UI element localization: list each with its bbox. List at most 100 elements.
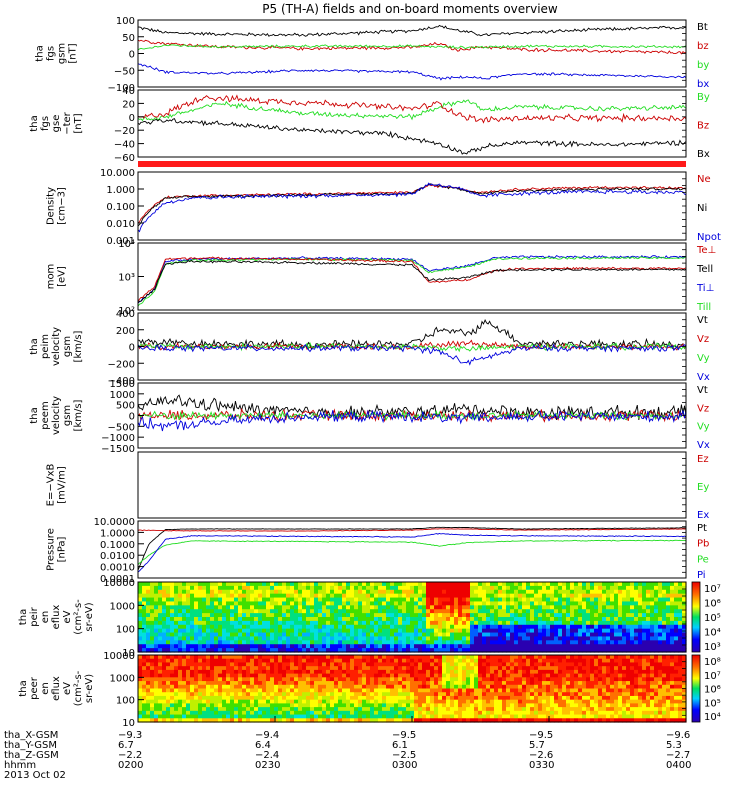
spectrogram-cell	[474, 703, 479, 708]
legend-Pt: Pt	[697, 523, 707, 534]
spectrogram-cell	[270, 714, 275, 719]
spectrogram-cell	[434, 597, 439, 603]
spectrogram-cell	[650, 644, 655, 649]
spectrogram-cell	[470, 707, 475, 712]
spectrogram-cell	[406, 609, 411, 614]
spectrogram-cell	[618, 707, 623, 712]
spectrogram-cell	[442, 669, 447, 675]
spectrogram-cell	[334, 648, 339, 653]
spectrogram-cell	[526, 673, 531, 678]
spectrogram-cell	[322, 624, 327, 630]
spectrogram-cell	[522, 640, 527, 645]
spectrogram-cell	[458, 666, 463, 671]
spectrogram-cell	[514, 703, 519, 708]
spectrogram-cell	[546, 669, 551, 675]
spectrogram-cell	[146, 707, 151, 712]
spectrogram-cell	[462, 597, 467, 603]
y-tick-label: 10000	[103, 578, 135, 589]
spectrogram-cell	[370, 636, 375, 641]
spectrogram-cell	[274, 673, 279, 678]
spectrogram-cell	[386, 710, 391, 716]
spectrogram-cell	[590, 636, 595, 641]
spectrogram-cell	[574, 597, 579, 603]
spectrogram-cell	[330, 589, 335, 595]
spectrogram-cell	[370, 684, 375, 690]
spectrogram-cell	[558, 597, 563, 603]
spectrogram-cell	[598, 677, 603, 682]
spectrogram-cell	[570, 673, 575, 678]
spectrogram-cell	[614, 699, 619, 704]
spectrogram-cell	[310, 644, 315, 649]
spectrogram-cell	[578, 624, 583, 630]
spectrogram-cell	[450, 695, 455, 701]
spectrogram-cell	[458, 707, 463, 712]
spectrogram-cell	[290, 684, 295, 690]
spectrogram-cell	[266, 644, 271, 649]
y-tick-label: 10	[122, 648, 135, 659]
spectrogram-cell	[150, 609, 155, 614]
spectrogram-cell	[442, 644, 447, 649]
spectrogram-cell	[234, 718, 239, 723]
spectrogram-cell	[438, 655, 443, 660]
spectrogram-cell	[442, 585, 447, 591]
spectrogram-cell	[570, 699, 575, 704]
spectrogram-cell	[378, 681, 383, 686]
spectrogram-cell	[230, 703, 235, 708]
spectrogram-cell	[174, 655, 179, 660]
spectrogram-cell	[586, 695, 591, 701]
spectrogram-cell	[306, 609, 311, 614]
spectrogram-cell	[258, 695, 263, 701]
spectrogram-cell	[554, 636, 559, 641]
spectrogram-cell	[378, 692, 383, 697]
spectrogram-cell	[438, 714, 443, 719]
spectrogram-cell	[294, 624, 299, 630]
spectrogram-cell	[350, 648, 355, 653]
spectrogram-cell	[318, 582, 323, 587]
spectrogram-cell	[582, 605, 587, 610]
spectrogram-cell	[462, 636, 467, 641]
spectrogram-cell	[254, 597, 259, 603]
spectrogram-cell	[674, 589, 679, 595]
spectrogram-cell	[630, 662, 635, 667]
spectrogram-cell	[474, 624, 479, 630]
spectrogram-cell	[418, 632, 423, 638]
spectrogram-cell	[434, 617, 439, 622]
spectrogram-cell	[246, 620, 251, 626]
spectrogram-cell	[150, 617, 155, 622]
spectrogram-cell	[594, 695, 599, 701]
spectrogram-cell	[374, 699, 379, 704]
spectrogram-cell	[214, 640, 219, 645]
spectrogram-cell	[210, 662, 215, 667]
spectrogram-cell	[454, 589, 459, 595]
spectrogram-cell	[550, 692, 555, 697]
spectrogram-cell	[270, 624, 275, 630]
spectrogram-cell	[326, 703, 331, 708]
spectrogram-cell	[454, 585, 459, 591]
spectrogram-cell	[242, 699, 247, 704]
spectrogram-cell	[538, 703, 543, 708]
spectrogram-cell	[510, 684, 515, 690]
spectrogram-cell	[618, 673, 623, 678]
spectrogram-cell	[550, 677, 555, 682]
spectrogram-cell	[550, 605, 555, 610]
spectrogram-cell	[282, 666, 287, 671]
spectrogram-cell	[678, 585, 683, 591]
spectrogram-cell	[354, 617, 359, 622]
spectrogram-cell	[578, 648, 583, 653]
spectrogram-cell	[138, 593, 143, 599]
spectrogram-cell	[306, 640, 311, 645]
spectrogram-cell	[322, 710, 327, 716]
spectrogram-cell	[634, 613, 639, 618]
spectrogram-cell	[254, 648, 259, 653]
spectrogram-cell	[630, 666, 635, 671]
spectrogram-cell	[354, 640, 359, 645]
spectrogram-cell	[526, 640, 531, 645]
spectrogram-cell	[382, 601, 387, 606]
spectrogram-cell	[418, 601, 423, 606]
spectrogram-cell	[418, 692, 423, 697]
spectrogram-cell	[326, 673, 331, 678]
spectrogram-cell	[278, 699, 283, 704]
spectrogram-cell	[418, 609, 423, 614]
spectrogram-cell	[430, 662, 435, 667]
